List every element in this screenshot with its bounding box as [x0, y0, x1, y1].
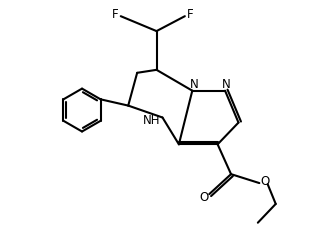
Text: F: F: [112, 8, 119, 21]
Text: O: O: [260, 175, 269, 188]
Text: O: O: [199, 191, 209, 203]
Text: N: N: [189, 78, 198, 91]
Text: NH: NH: [143, 114, 161, 127]
Text: N: N: [222, 78, 231, 91]
Text: F: F: [187, 8, 194, 21]
